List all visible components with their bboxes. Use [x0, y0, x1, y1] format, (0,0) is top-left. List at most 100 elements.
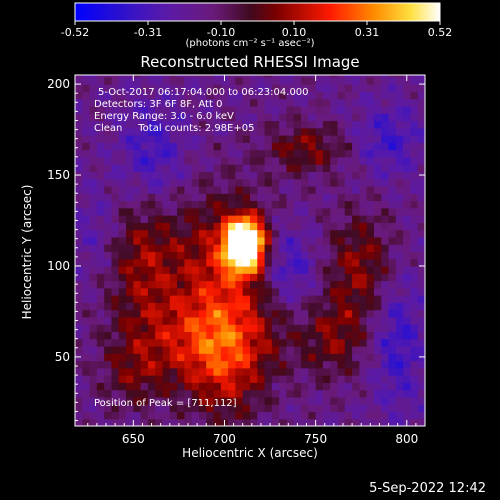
heatmap-cell [96, 287, 105, 296]
heatmap-cell [403, 171, 412, 180]
heatmap-cell [344, 302, 353, 311]
heatmap-cell [162, 389, 171, 398]
heatmap-cell [104, 287, 113, 296]
heatmap-cell [388, 76, 397, 85]
heatmap-cell [279, 193, 288, 202]
heatmap-cell [96, 149, 105, 158]
heatmap-cell [373, 265, 382, 274]
heatmap-cell [104, 222, 113, 231]
heatmap-cell [213, 367, 222, 376]
heatmap-cell [279, 404, 288, 413]
heatmap-cell [301, 316, 309, 325]
heatmap-cell [286, 185, 295, 194]
heatmap-cell [82, 178, 91, 187]
heatmap-cell [344, 185, 353, 194]
heatmap-cell [242, 98, 251, 107]
heatmap-cell [373, 171, 382, 180]
heatmap-cell [359, 135, 368, 143]
heatmap-cell [322, 164, 331, 172]
heatmap-cell [228, 396, 237, 405]
heatmap-cell [257, 215, 266, 223]
heatmap-cell [133, 367, 142, 376]
heatmap-cell [352, 345, 360, 354]
heatmap-cell [133, 236, 142, 245]
heatmap-cell [184, 84, 193, 92]
heatmap-cell [242, 338, 251, 347]
heatmap-cell [220, 222, 229, 231]
heatmap-cell [169, 222, 178, 231]
heatmap-cell [235, 375, 244, 383]
heatmap-cell [228, 193, 237, 202]
heatmap-cell [220, 258, 229, 267]
heatmap-cell [344, 375, 353, 383]
heatmap-cell [330, 338, 339, 347]
heatmap-cell [242, 142, 251, 151]
heatmap-cell [344, 156, 353, 165]
heatmap-cell [213, 295, 222, 303]
heatmap-cell [395, 280, 404, 289]
heatmap-cell [96, 324, 105, 333]
heatmap-cell [359, 222, 368, 231]
heatmap-cell [111, 338, 120, 347]
heatmap-cell [330, 244, 339, 253]
heatmap-cell [417, 265, 425, 274]
heatmap-cell [126, 149, 134, 158]
heatmap-cell [118, 251, 127, 260]
heatmap-cell [75, 367, 83, 376]
heatmap-cell [373, 244, 382, 253]
heatmap-cell [337, 345, 346, 354]
heatmap-cell [162, 215, 171, 223]
heatmap-cell [140, 76, 149, 85]
heatmap-cell [388, 91, 397, 100]
heatmap-cell [184, 215, 193, 223]
heatmap-cell [271, 105, 280, 114]
heatmap-cell [395, 222, 404, 231]
heatmap-cell [228, 135, 237, 143]
heatmap-cell [359, 360, 368, 369]
heatmap-cell [381, 164, 390, 172]
heatmap-cell [271, 164, 280, 172]
heatmap-cell [395, 287, 404, 296]
heatmap-cell [228, 367, 237, 376]
heatmap-cell [169, 229, 178, 238]
heatmap-cell [359, 75, 368, 78]
heatmap-cell [140, 164, 149, 172]
heatmap-cell [352, 215, 360, 223]
heatmap-cell [118, 367, 127, 376]
heatmap-cell [315, 215, 324, 223]
heatmap-cell [235, 149, 244, 158]
heatmap-cell [403, 156, 412, 165]
heatmap-cell [403, 316, 412, 325]
heatmap-cell [89, 345, 98, 354]
heatmap-cell [257, 135, 266, 143]
heatmap-cell [366, 316, 375, 325]
heatmap-cell [417, 84, 425, 92]
heatmap-cell [96, 280, 105, 289]
heatmap-cell [213, 360, 222, 369]
heatmap-cell [155, 287, 164, 296]
heatmap-cell [250, 411, 258, 420]
heatmap-cell [257, 113, 266, 122]
heatmap-cell [235, 258, 244, 267]
heatmap-cell [352, 76, 360, 85]
heatmap-cell [388, 338, 397, 347]
heatmap-cell [301, 382, 309, 391]
heatmap-cell [366, 280, 375, 289]
heatmap-cell [118, 309, 127, 318]
heatmap-cell [337, 185, 346, 194]
heatmap-cell [213, 200, 222, 209]
heatmap-cell [315, 331, 324, 340]
heatmap-cell [417, 316, 425, 325]
heatmap-cell [206, 222, 215, 231]
heatmap-cell [162, 316, 171, 325]
heatmap-cell [191, 338, 200, 347]
heatmap-cell [264, 156, 273, 165]
heatmap-cell [155, 178, 164, 187]
heatmap-cell [417, 338, 425, 347]
heatmap-cell [213, 258, 222, 267]
heatmap-cell [191, 200, 200, 209]
heatmap-cell [242, 309, 251, 318]
heatmap-cell [242, 382, 251, 391]
heatmap-cell [322, 178, 331, 187]
heatmap-cell [104, 258, 113, 267]
